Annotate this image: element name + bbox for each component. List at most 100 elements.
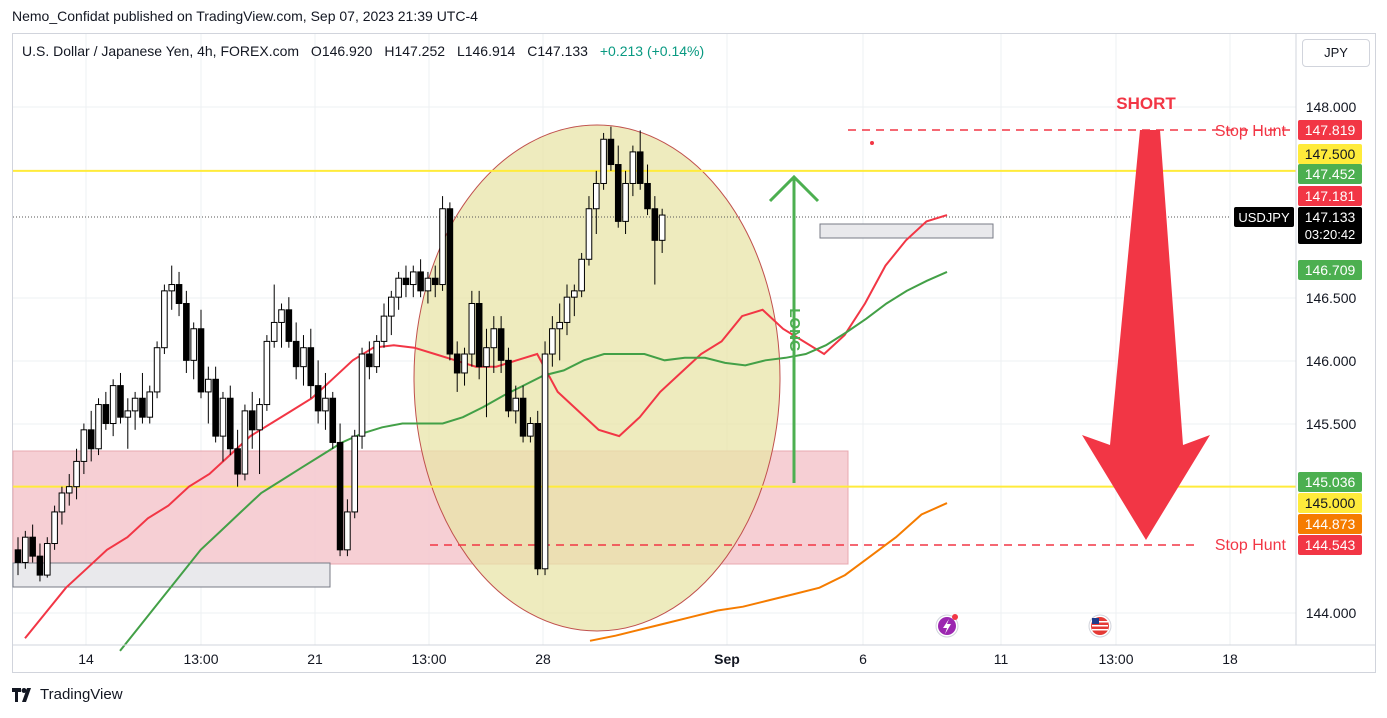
candle-body — [124, 410, 132, 418]
candle-body — [439, 208, 446, 286]
candle-body — [344, 511, 351, 551]
candle — [329, 391, 337, 449]
candle — [636, 130, 644, 190]
candle — [139, 372, 146, 424]
candle — [578, 252, 585, 298]
price-tag-label: 145.036 — [1305, 474, 1356, 490]
candle-body — [241, 410, 249, 475]
candle-body — [651, 208, 659, 241]
candle-body — [388, 296, 395, 317]
candle-body — [585, 208, 593, 260]
time-tick-label: 14 — [78, 651, 94, 667]
candle — [161, 284, 168, 355]
candle-body — [109, 385, 117, 425]
candle — [270, 284, 278, 348]
price-tag-bg — [1298, 144, 1362, 164]
candle — [36, 543, 44, 582]
candle — [519, 385, 527, 443]
candle — [366, 341, 373, 380]
time-tick-label: 21 — [307, 651, 323, 667]
candle — [556, 303, 563, 361]
current-price-tag: USDJPY 147.133 03:20:42 — [1234, 207, 1362, 244]
candle-body — [183, 302, 190, 361]
candle-body — [73, 460, 80, 488]
candle-body — [373, 340, 380, 368]
close-value: 147.133 — [537, 43, 588, 59]
high-label: H — [384, 43, 395, 59]
candle-body — [80, 429, 88, 462]
candle — [344, 499, 351, 557]
candle-body — [14, 549, 22, 563]
price-tag: 146.709 — [1298, 260, 1362, 280]
price-tick-label: 146.500 — [1306, 290, 1357, 306]
price-tag: 145.036 — [1298, 472, 1362, 492]
candle — [431, 265, 439, 298]
candle — [190, 322, 197, 380]
change-value: +0.213 (+0.14%) — [599, 43, 705, 59]
price-tag: 145.000 — [1298, 493, 1362, 513]
symbol-legend: U.S. Dollar / Japanese Yen, 4h, FOREX.co… — [22, 43, 704, 59]
symbol-name: U.S. Dollar / Japanese Yen, 4h, FOREX.co… — [22, 43, 300, 59]
candle-body — [409, 271, 417, 286]
candle — [183, 290, 190, 373]
symbol-tag-bg — [1234, 207, 1294, 227]
time-tick-label: Sep — [714, 651, 740, 667]
candle-body — [248, 410, 256, 431]
candle-body — [314, 385, 322, 412]
price-tag-bg — [1298, 186, 1362, 206]
candle — [571, 284, 578, 317]
candle — [527, 417, 534, 443]
candle — [483, 328, 490, 418]
candle — [80, 423, 88, 475]
flag-stripe — [1092, 621, 1108, 623]
candle — [43, 537, 51, 578]
candle — [424, 271, 432, 304]
tradingview-logo[interactable]: TradingView — [12, 686, 123, 703]
open-label: O — [310, 43, 322, 59]
candle — [585, 196, 593, 266]
candle — [314, 360, 322, 424]
candle-body — [65, 486, 73, 494]
candle-body — [578, 258, 585, 292]
candle — [22, 530, 29, 569]
candle — [307, 328, 315, 399]
candle — [124, 398, 132, 449]
bar-countdown: 03:20:42 — [1305, 227, 1356, 242]
candle-body — [380, 315, 388, 342]
price-tag: 147.819 — [1298, 120, 1362, 140]
candle-body — [102, 404, 110, 425]
low-label: L — [456, 43, 465, 59]
candle-body — [139, 397, 146, 418]
ema-mid-line — [119, 270, 948, 652]
candle — [600, 132, 607, 190]
candle-body — [497, 328, 505, 361]
candle — [658, 208, 666, 253]
candle — [226, 385, 234, 456]
candle — [644, 164, 651, 216]
candle — [300, 335, 307, 386]
candle — [395, 271, 402, 310]
candle — [614, 145, 622, 228]
candle-body — [234, 448, 241, 475]
candle-body — [175, 284, 183, 304]
candle-body — [190, 328, 197, 361]
short-arrow — [1082, 130, 1210, 540]
candle-body — [505, 359, 512, 412]
currency-button[interactable]: JPY — [1302, 39, 1370, 67]
candle — [629, 145, 637, 197]
candle-body — [475, 302, 483, 368]
candle-body — [366, 353, 373, 368]
candle-body — [519, 397, 527, 437]
candle-body — [29, 536, 36, 557]
brand-name: TradingView — [40, 686, 123, 703]
candle — [285, 297, 293, 348]
candle-body — [431, 277, 439, 286]
candle — [95, 398, 102, 456]
symbol-tag-label: USDJPY — [1238, 210, 1290, 225]
candle-body — [402, 277, 410, 286]
price-tag-bg — [1298, 493, 1362, 513]
candle-body — [263, 340, 271, 406]
candle — [402, 265, 410, 298]
candles — [14, 126, 666, 582]
